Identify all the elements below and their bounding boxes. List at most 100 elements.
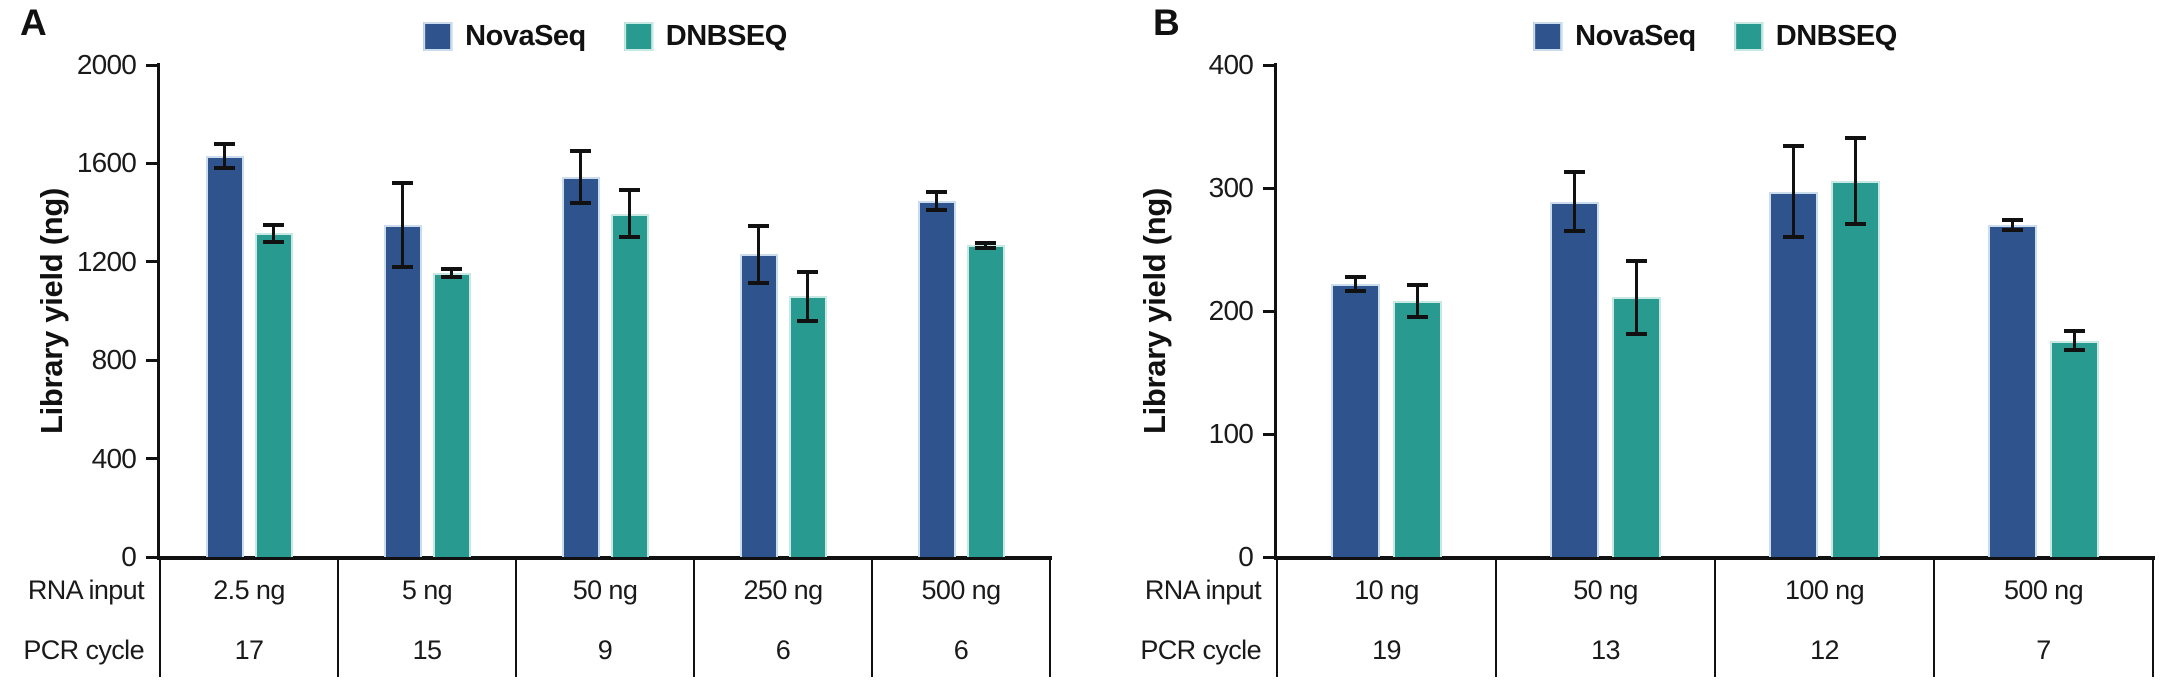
y-tick <box>1263 432 1274 436</box>
y-tick-label: 0 <box>121 541 137 572</box>
table-cell-pcr-cycle: 13 <box>1591 634 1620 665</box>
bar-novaseq-50ng <box>1550 201 1599 557</box>
y-tick-label: 400 <box>1208 49 1254 80</box>
y-tick <box>146 358 157 362</box>
error-bar-cap <box>2002 217 2023 222</box>
table-cell-rna-input: 100 ng <box>1785 574 1865 605</box>
legend-swatch-dnbseq <box>1733 22 1763 51</box>
error-bar-stem <box>806 271 809 321</box>
y-tick <box>1263 186 1274 190</box>
error-bar-cap <box>570 149 591 154</box>
error-bar-cap <box>214 166 235 171</box>
error-bar-stem <box>1573 172 1576 232</box>
error-bar-stem <box>2073 330 2076 351</box>
table-border <box>1049 557 1051 677</box>
panel-label: A <box>20 2 47 43</box>
bar-novaseq-100ng <box>1769 191 1818 557</box>
error-bar-cap <box>926 207 947 212</box>
error-bar-stem <box>272 224 275 242</box>
bar-dnbseq-50ng <box>1612 297 1661 557</box>
error-bar-stem <box>1854 137 1857 224</box>
table-border <box>1276 557 1278 677</box>
error-bar-cap <box>2064 328 2085 333</box>
row-header-pcr-cycle: PCR cycle <box>23 634 144 665</box>
y-tick-label: 100 <box>1208 418 1254 449</box>
table-border <box>1714 557 1716 677</box>
error-bar-cap <box>1564 229 1585 234</box>
y-tick <box>146 457 157 461</box>
error-bar-cap <box>619 188 640 193</box>
error-bar-cap <box>263 222 284 227</box>
table-cell-rna-input: 250 ng <box>743 574 824 605</box>
error-bar-cap <box>441 267 462 272</box>
table-cell-pcr-cycle: 15 <box>412 634 442 665</box>
y-tick-label: 400 <box>91 442 137 474</box>
y-tick-label: 0 <box>1238 541 1254 572</box>
error-bar-cap <box>1407 315 1428 320</box>
bar-dnbseq-500ng <box>966 245 1005 557</box>
y-tick <box>146 63 157 67</box>
bar-dnbseq-10ng <box>1393 301 1442 557</box>
error-bar-cap <box>975 240 996 245</box>
error-bar-stem <box>935 192 938 210</box>
row-header-rna-input: RNA input <box>27 574 145 605</box>
error-bar-stem <box>223 143 226 169</box>
error-bar-cap <box>441 274 462 279</box>
table-cell-rna-input: 50 ng <box>1573 574 1638 605</box>
error-bar-cap <box>2064 348 2085 353</box>
table-cell-pcr-cycle: 9 <box>597 634 613 665</box>
table-border <box>337 557 339 677</box>
error-bar-cap <box>1845 221 1866 226</box>
panel-a: A Library yield (ng) NovaSeq DNBSEQ 0 400 800 1… <box>20 2 1052 677</box>
y-tick-label: 1600 <box>76 147 137 179</box>
error-bar-cap <box>1626 258 1647 263</box>
y-tick-label: 800 <box>91 344 137 376</box>
error-bar-cap <box>748 280 769 285</box>
y-tick <box>1263 555 1274 559</box>
error-bar-stem <box>450 269 453 277</box>
legend: NovaSeq DNBSEQ <box>423 20 787 53</box>
y-axis-label: Library yield (ng) <box>34 187 69 435</box>
legend-item-dnbseq: DNBSEQ <box>1733 20 1898 53</box>
legend-swatch-novaseq <box>423 22 453 51</box>
error-bar-stem <box>628 190 631 238</box>
row-header-rna-input: RNA input <box>1144 574 1262 605</box>
error-bar-stem <box>1792 146 1795 238</box>
error-bar-cap <box>1783 144 1804 149</box>
bar-dnbseq-500ng <box>2050 340 2099 557</box>
table-border <box>1495 557 1497 677</box>
table-cell-pcr-cycle: 7 <box>2036 634 2051 665</box>
table-border <box>1933 557 1935 677</box>
error-bar-cap <box>1626 332 1647 337</box>
table-cell-rna-input: 50 ng <box>572 574 638 605</box>
error-bar-cap <box>797 318 818 323</box>
error-bar-stem <box>757 226 760 283</box>
error-bar-stem <box>401 183 404 267</box>
table-border <box>871 557 873 677</box>
y-tick <box>146 555 157 559</box>
legend-swatch-novaseq <box>1533 22 1563 51</box>
table-border <box>693 557 695 677</box>
bar-novaseq-5ng <box>383 224 422 557</box>
error-bar-cap <box>214 141 235 146</box>
error-bar-cap <box>1345 289 1366 294</box>
error-bar-cap <box>797 269 818 274</box>
error-bar-cap <box>263 239 284 244</box>
legend-label: NovaSeq <box>465 20 586 52</box>
table-cell-pcr-cycle: 12 <box>1810 634 1839 665</box>
error-bar-cap <box>975 245 996 250</box>
table-cell-pcr-cycle: 17 <box>234 634 264 665</box>
table-border <box>2152 557 2154 677</box>
y-tick <box>1263 309 1274 313</box>
error-bar-cap <box>1345 274 1366 279</box>
y-tick-label: 1200 <box>76 245 137 277</box>
error-bar-stem <box>579 151 582 203</box>
y-tick-label: 2000 <box>76 49 137 80</box>
legend-label: DNBSEQ <box>1775 20 1898 52</box>
error-bar-cap <box>392 264 413 269</box>
bar-novaseq-10ng <box>1331 283 1380 557</box>
bar-novaseq-500ng <box>917 201 956 557</box>
error-bar-cap <box>1783 235 1804 240</box>
error-bar-cap <box>570 200 591 205</box>
bar-novaseq-50ng <box>561 176 600 557</box>
